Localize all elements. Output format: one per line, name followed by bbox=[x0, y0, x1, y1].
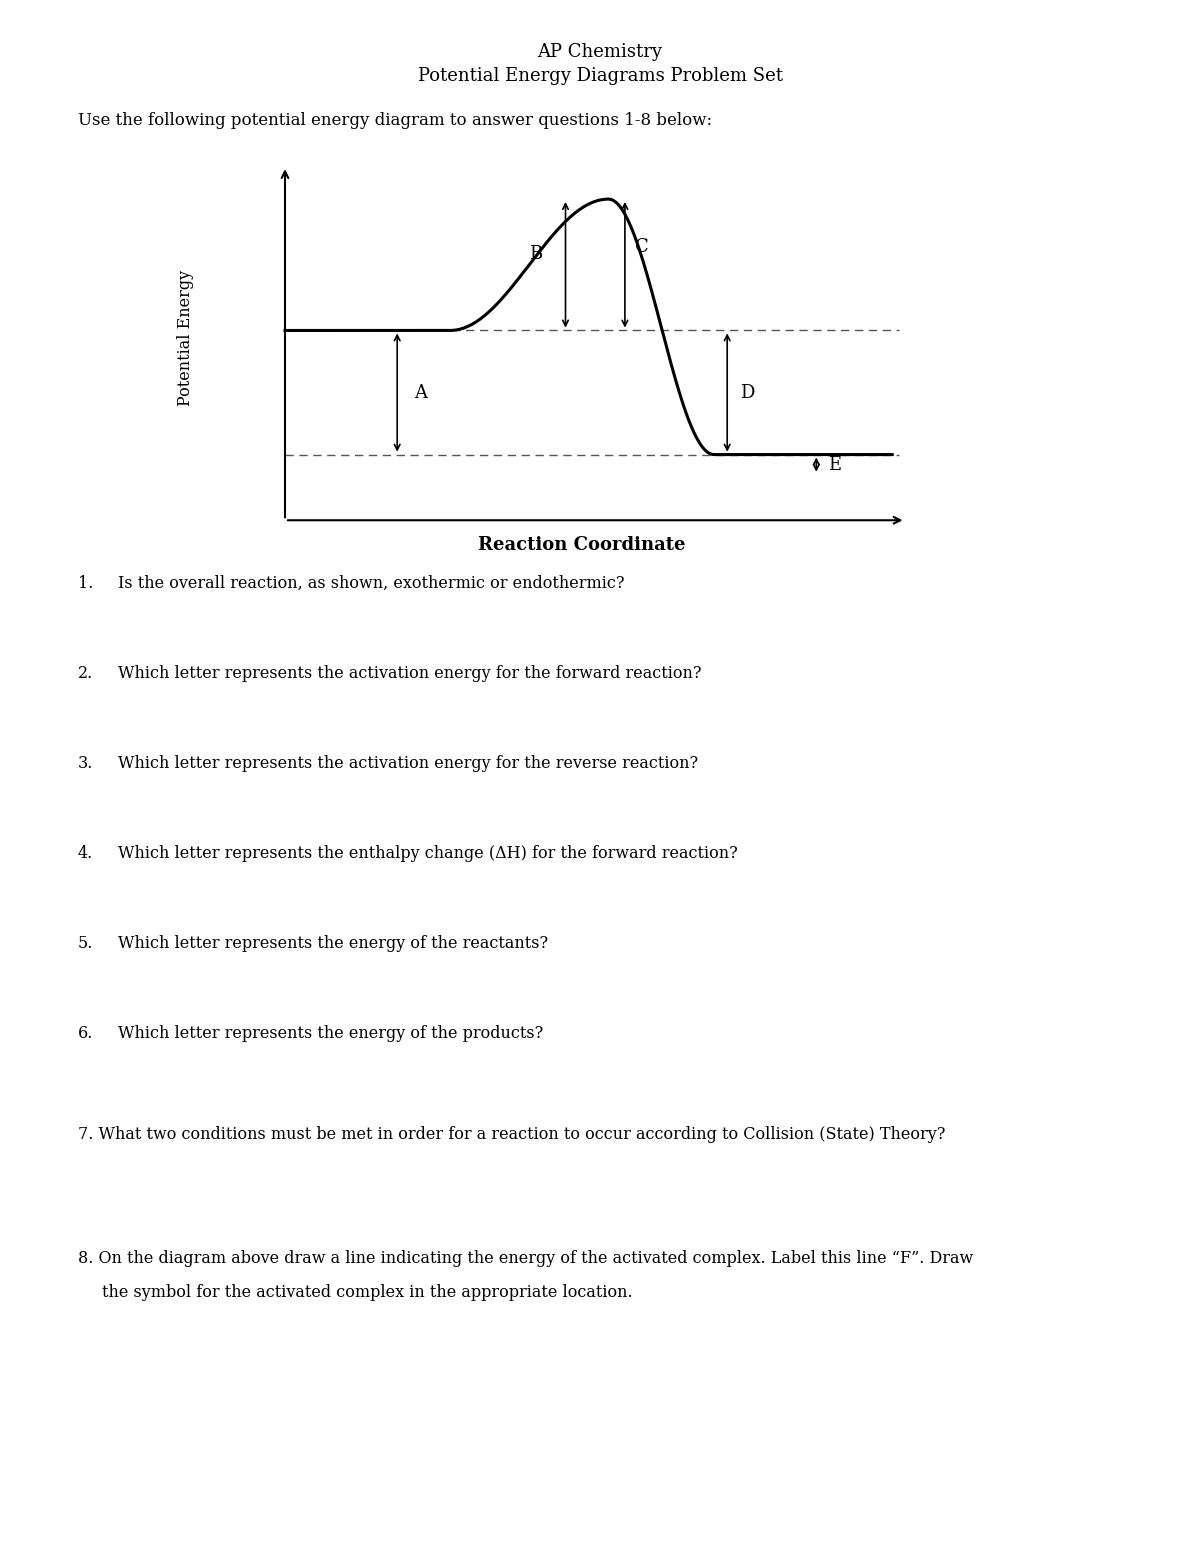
Text: the symbol for the activated complex in the appropriate location.: the symbol for the activated complex in … bbox=[102, 1284, 632, 1301]
Text: Which letter represents the energy of the products?: Which letter represents the energy of th… bbox=[118, 1025, 542, 1042]
Text: 1.: 1. bbox=[78, 575, 94, 592]
Text: D: D bbox=[740, 384, 755, 402]
Text: Which letter represents the activation energy for the reverse reaction?: Which letter represents the activation e… bbox=[118, 755, 697, 772]
Text: Reaction Coordinate: Reaction Coordinate bbox=[479, 536, 685, 554]
Text: Use the following potential energy diagram to answer questions 1-8 below:: Use the following potential energy diagr… bbox=[78, 112, 712, 129]
Text: Potential Energy: Potential Energy bbox=[178, 270, 194, 405]
Text: 7. What two conditions must be met in order for a reaction to occur according to: 7. What two conditions must be met in or… bbox=[78, 1126, 946, 1143]
Text: 2.: 2. bbox=[78, 665, 94, 682]
Text: C: C bbox=[635, 238, 648, 256]
Text: 6.: 6. bbox=[78, 1025, 94, 1042]
Text: AP Chemistry: AP Chemistry bbox=[538, 43, 662, 62]
Text: 8. On the diagram above draw a line indicating the energy of the activated compl: 8. On the diagram above draw a line indi… bbox=[78, 1250, 973, 1267]
Text: Which letter represents the energy of the reactants?: Which letter represents the energy of th… bbox=[118, 935, 547, 952]
Text: 5.: 5. bbox=[78, 935, 94, 952]
Text: E: E bbox=[828, 455, 841, 474]
Text: B: B bbox=[529, 245, 542, 262]
Text: Which letter represents the enthalpy change (ΔH) for the forward reaction?: Which letter represents the enthalpy cha… bbox=[118, 845, 737, 862]
Text: 3.: 3. bbox=[78, 755, 94, 772]
Text: Potential Energy Diagrams Problem Set: Potential Energy Diagrams Problem Set bbox=[418, 67, 782, 85]
Text: 4.: 4. bbox=[78, 845, 94, 862]
Text: Is the overall reaction, as shown, exothermic or endothermic?: Is the overall reaction, as shown, exoth… bbox=[118, 575, 624, 592]
Text: Which letter represents the activation energy for the forward reaction?: Which letter represents the activation e… bbox=[118, 665, 701, 682]
Text: A: A bbox=[414, 384, 427, 402]
